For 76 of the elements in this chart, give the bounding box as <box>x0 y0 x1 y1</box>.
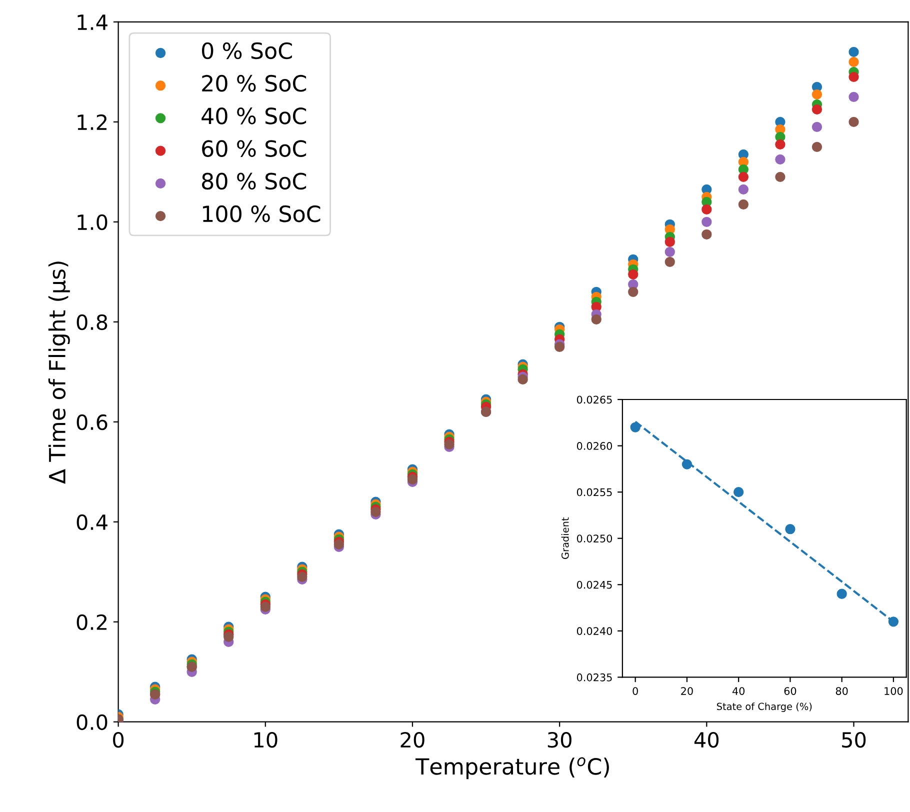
point <box>702 229 712 240</box>
y-tick-label: 1.4 <box>78 14 108 30</box>
point <box>334 539 344 550</box>
x-tick-label: 50 <box>842 732 866 748</box>
point <box>848 116 859 128</box>
point <box>775 154 786 164</box>
point <box>518 374 528 384</box>
point <box>702 216 712 227</box>
point <box>370 506 381 517</box>
x-tick-label: 0 <box>113 732 124 748</box>
point <box>297 572 308 582</box>
y-tick-label: 0.0235 <box>576 673 612 682</box>
point <box>444 439 454 450</box>
point <box>682 459 692 470</box>
point <box>628 286 638 297</box>
point <box>738 172 749 182</box>
point <box>224 632 234 642</box>
legend-label: 100 % SoC <box>202 205 320 222</box>
point <box>775 139 786 150</box>
point <box>664 246 675 257</box>
y-axis-title: Δ Time of Flight (μs) <box>48 262 70 484</box>
point <box>591 314 602 324</box>
point <box>848 92 859 102</box>
x-tick-label: 20 <box>681 687 693 695</box>
point <box>734 486 744 498</box>
point <box>836 588 847 599</box>
y-tick-label: 0.0 <box>76 714 108 730</box>
point <box>812 142 822 152</box>
point <box>630 422 640 432</box>
x-tick-label: 0 <box>632 687 638 695</box>
legend-label: 0 % SoC <box>202 42 292 60</box>
x-tick-label: 60 <box>784 687 796 695</box>
y-tick-label: 0.6 <box>76 414 108 430</box>
x-tick-label: 80 <box>836 687 848 695</box>
x-tick-label: 30 <box>548 732 572 748</box>
x-tick-label: 20 <box>400 732 424 748</box>
y-tick-label: 0.0240 <box>576 627 612 636</box>
y-tick-label: 0.8 <box>76 314 108 330</box>
legend-label: 20 % SoC <box>202 74 306 92</box>
y-axis-title: Gradient <box>561 517 569 559</box>
y-tick-label: 1.2 <box>78 114 106 130</box>
point <box>407 474 418 484</box>
point <box>664 236 675 247</box>
y-tick-label: 0.0245 <box>576 580 612 589</box>
x-tick-label: 40 <box>732 687 745 695</box>
legend-label: 80 % SoC <box>202 172 306 190</box>
point <box>738 184 749 194</box>
point <box>812 89 822 100</box>
point <box>812 122 822 132</box>
y-tick-label: 0.0255 <box>576 488 612 496</box>
point <box>785 524 796 534</box>
point <box>812 104 822 115</box>
legend-label: 40 % SoC <box>202 108 306 124</box>
point <box>775 172 786 182</box>
y-tick-label: 0.2 <box>76 614 106 630</box>
legend-label: 60 % SoC <box>202 140 306 157</box>
point <box>848 56 859 68</box>
point <box>260 602 270 612</box>
x-tick-label: 100 <box>884 687 903 695</box>
point <box>848 46 859 58</box>
point <box>848 72 859 82</box>
y-tick-label: 0.4 <box>76 514 108 530</box>
y-tick-label: 0.0260 <box>576 442 612 450</box>
point <box>628 269 638 280</box>
point <box>738 199 749 210</box>
x-axis-title: Temperature ($^{o}$C) <box>416 757 609 780</box>
point <box>702 204 712 214</box>
point <box>554 342 565 352</box>
point <box>664 256 675 267</box>
x-tick-label: 10 <box>254 732 278 748</box>
y-tick-label: 0.0265 <box>576 396 612 404</box>
x-axis-title: State of Charge (%) <box>716 702 812 712</box>
x-tick-label: 40 <box>694 732 719 748</box>
y-tick-label: 1.0 <box>78 214 108 230</box>
point <box>888 616 899 627</box>
y-tick-label: 0.0250 <box>576 534 612 542</box>
